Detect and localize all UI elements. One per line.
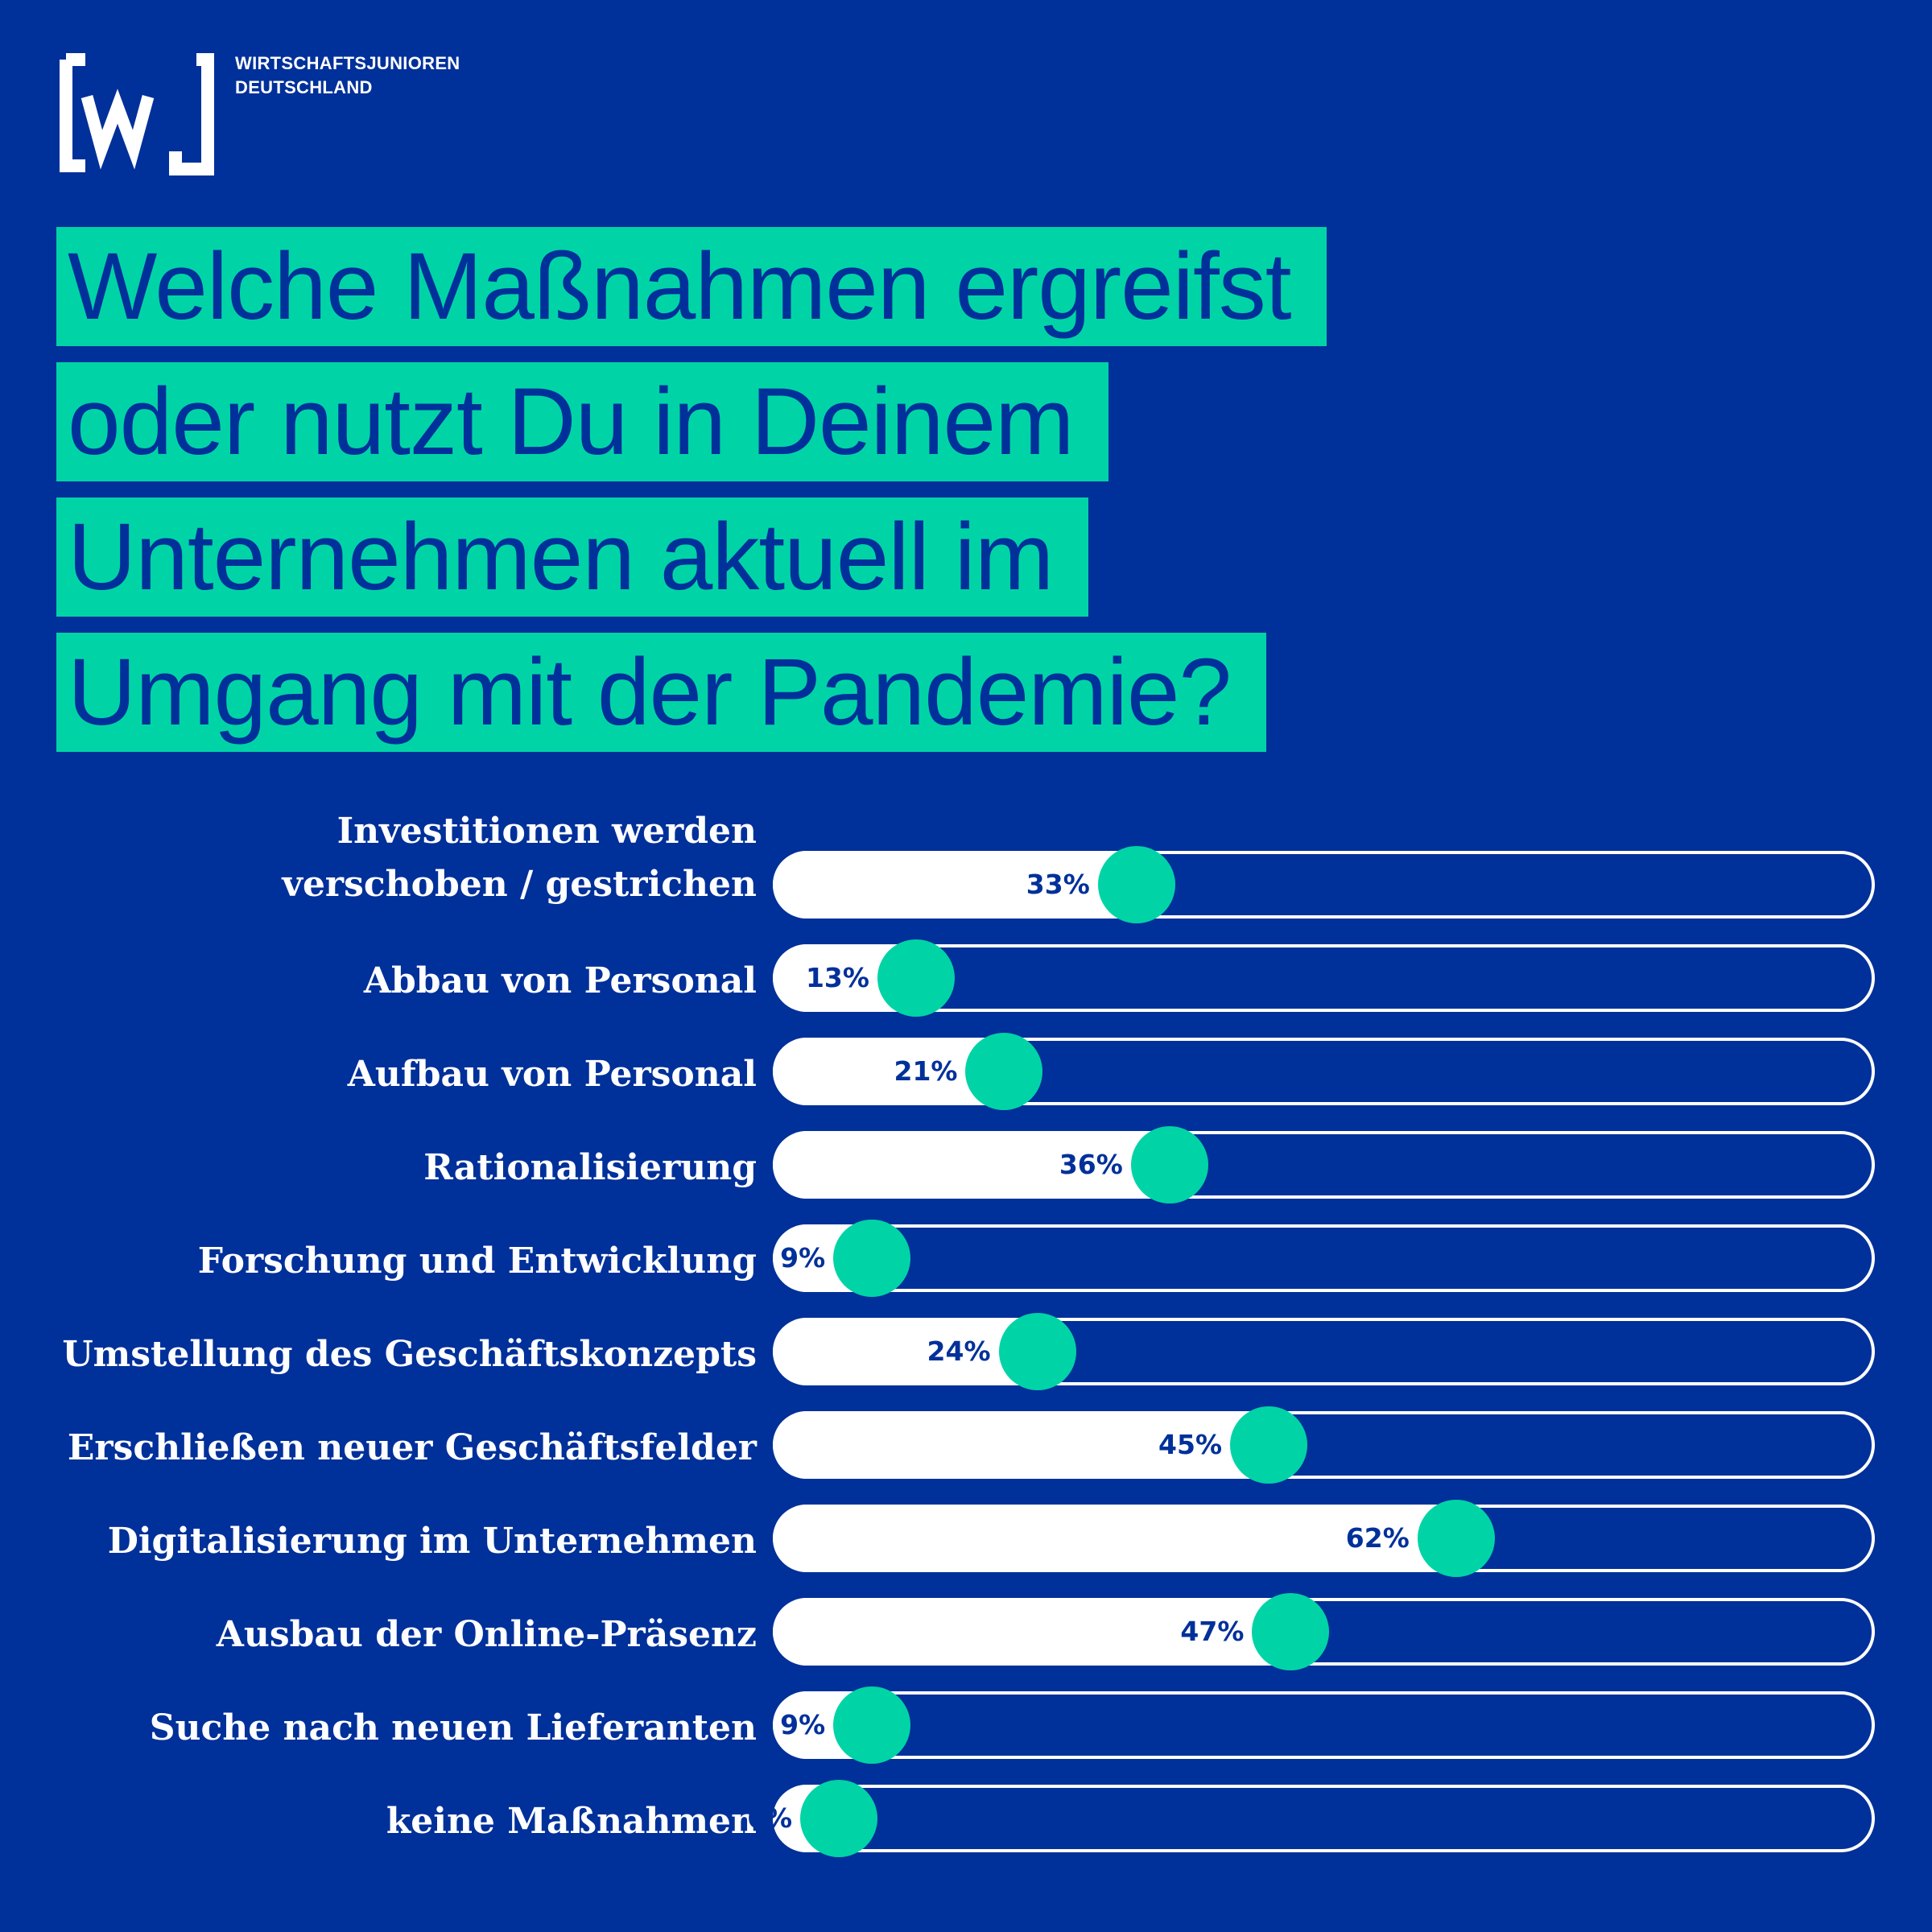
category-label-line: Digitalisierung im Unternehmen [107,1521,757,1562]
bar [773,1131,1170,1199]
category-label: Abbau von Personal [364,955,757,1008]
value-label: 21% [894,1055,958,1087]
category-label-line: keine Maßnahmen [386,1801,757,1842]
title-line-2: oder nutzt Du in Deinem [56,362,1109,481]
category-label: Forschung und Entwicklung [198,1235,757,1288]
bar-track [773,1785,1875,1852]
category-label: Ausbau der Online-Präsenz [217,1608,757,1662]
value-label: 45% [1158,1429,1223,1460]
bar [773,1505,1456,1572]
value-marker [998,1313,1076,1390]
bar-track [773,1691,1875,1759]
category-label: Aufbau von Personal [348,1048,757,1101]
value-marker [1252,1593,1330,1670]
title-line-1: Welche Maßnahmen ergreifst [56,227,1327,346]
value-label: 47% [1180,1616,1245,1647]
category-label-line: Abbau von Personal [363,960,757,1001]
value-marker [833,1686,911,1764]
bar [773,1411,1269,1479]
category-label-line: Suche nach neuen Lieferanten [149,1707,757,1748]
category-label: Erschließen neuer Geschäftsfelder [68,1422,757,1475]
category-label: Suche nach neuen Lieferanten [150,1702,757,1755]
category-label: Investitionen werden verschoben / gestric… [282,805,757,911]
category-label-line: Rationalisierung [423,1147,757,1188]
category-label: Umstellung des Geschäftskonzepts [62,1328,757,1381]
title-line-3: Unternehmen aktuell im [56,497,1089,617]
value-marker [965,1033,1043,1110]
value-label: 36% [1059,1149,1123,1180]
value-label: 62% [1345,1522,1410,1554]
value-marker [1230,1406,1308,1484]
value-label: 9% [780,1242,826,1274]
category-label: Digitalisierung im Unternehmen [108,1515,757,1568]
value-label: 33% [1026,869,1090,900]
bar-track [773,1224,1875,1292]
logo-line-2: DEUTSCHLAND [235,77,373,97]
category-label-line: Ausbau der Online-Präsenz [216,1614,757,1655]
value-marker [1097,846,1175,923]
category-label: Rationalisierung [423,1141,757,1195]
value-marker [1417,1500,1495,1577]
wj-logo [60,53,214,175]
bar [773,851,1137,919]
category-label-line: Forschung und Entwicklung [197,1241,757,1282]
category-label-line: Erschließen neuer Geschäftsfelder [67,1427,757,1468]
category-label-line: Investitionen werden [336,811,757,852]
category-label-line: verschoben / gestrichen [282,864,757,905]
value-marker [833,1220,911,1297]
value-label: 13% [805,962,869,993]
bar [773,1318,1038,1385]
value-marker [877,939,955,1017]
logo-line-1: WIRTSCHAFTSJUNIOREN [235,53,460,73]
value-label: 9% [780,1709,826,1740]
title-line-4: Umgang mit der Pandemie? [56,633,1267,752]
category-label-line: Umstellung des Geschäftskonzepts [62,1334,757,1375]
value-label: 6% [747,1802,793,1834]
bar [773,1598,1291,1666]
value-marker [800,1780,878,1857]
category-label-line: Aufbau von Personal [347,1054,757,1095]
category-label: keine Maßnahmen [386,1795,757,1848]
logo-wordmark: WIRTSCHAFTSJUNIOREN DEUTSCHLAND [235,52,460,100]
value-label: 24% [927,1335,991,1367]
value-marker [1130,1126,1208,1203]
